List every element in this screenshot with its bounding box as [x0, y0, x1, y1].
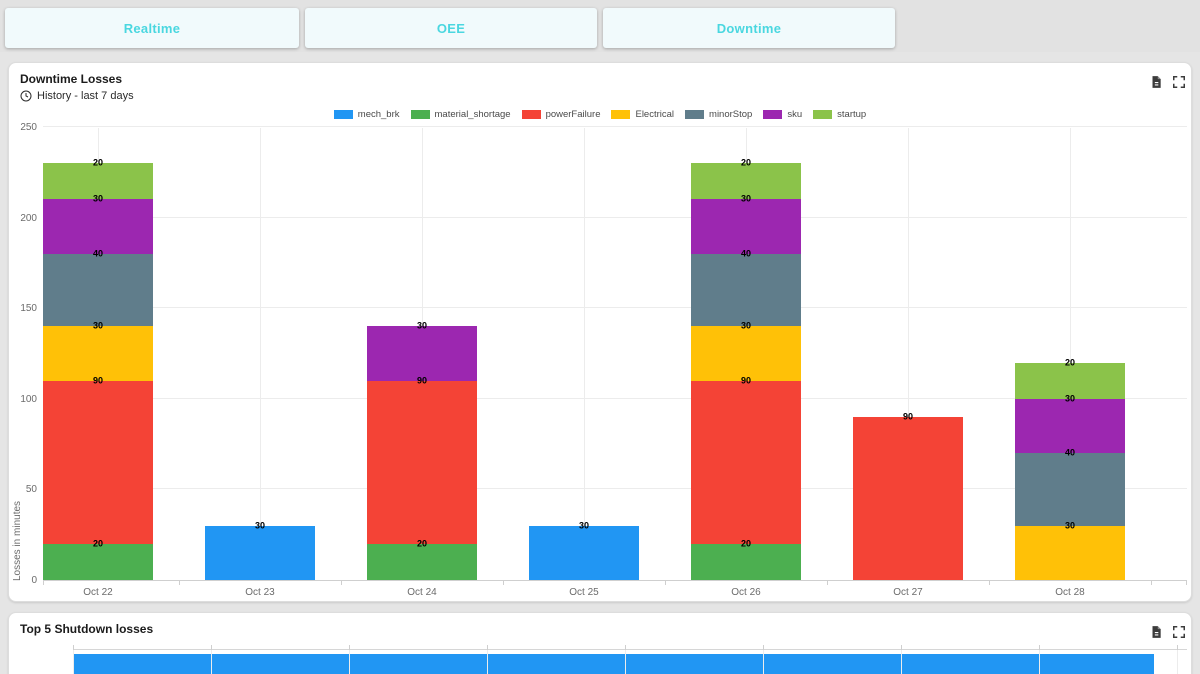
bar-value-label: 30 — [92, 193, 104, 204]
legend-swatch — [611, 110, 631, 119]
y-axis-tick: 0 — [31, 575, 37, 586]
bar-segment-sku[interactable] — [43, 199, 153, 254]
downtime-losses-card: Downtime Losses History - last 7 days me… — [8, 62, 1192, 602]
legend-item-material_shortage[interactable]: material_shortage — [410, 109, 511, 120]
bar-segment-powerFailure[interactable] — [853, 416, 963, 580]
bar-value-label: 20 — [92, 157, 104, 168]
bar-segment-mech_brk[interactable] — [529, 525, 639, 580]
bar-segment-sku[interactable] — [691, 199, 801, 254]
bar-value-label: 20 — [1064, 357, 1076, 368]
legend-swatch — [410, 110, 430, 119]
legend-label: mech_brk — [357, 109, 400, 120]
x-axis-label: Oct 23 — [245, 587, 275, 598]
bar-value-label: 20 — [740, 157, 752, 168]
export-report-icon[interactable] — [1149, 75, 1163, 89]
bar-segment-Electrical[interactable] — [691, 326, 801, 381]
bar-value-label: 40 — [740, 248, 752, 259]
bar-segment-material_shortage[interactable] — [43, 543, 153, 580]
history-subtitle: History - last 7 days — [37, 90, 134, 102]
x-axis-label: Oct 25 — [569, 587, 599, 598]
bar-value-label: 90 — [902, 411, 914, 422]
bar-value-label: 30 — [254, 520, 266, 531]
x-axis-label: Oct 22 — [83, 587, 113, 598]
downtime-y-axis: 0 50 100 150 200 250 — [9, 123, 37, 586]
card-title: Top 5 Shutdown losses — [20, 622, 154, 636]
export-report-icon[interactable] — [1149, 625, 1163, 639]
shutdown-losses-card: Top 5 Shutdown losses — [8, 612, 1192, 674]
shutdown-plot — [73, 645, 1187, 674]
fullscreen-icon[interactable] — [1172, 625, 1186, 639]
legend-item-Electrical[interactable]: Electrical — [611, 109, 674, 120]
top-tab-bar: Realtime OEE Downtime — [0, 0, 1200, 52]
legend-item-powerFailure[interactable]: powerFailure — [521, 109, 601, 120]
bar-segment-mech_brk[interactable] — [205, 525, 315, 580]
bar-segment-startup[interactable] — [43, 163, 153, 200]
legend-swatch — [763, 110, 783, 119]
legend-label: sku — [787, 109, 803, 120]
y-axis-tick: 100 — [20, 393, 37, 405]
bar-value-label: 90 — [740, 375, 752, 386]
bar-value-label: 40 — [92, 248, 104, 259]
y-axis-tick: 200 — [20, 212, 37, 224]
bar-segment-minorStop[interactable] — [691, 253, 801, 327]
bar-segment-sku[interactable] — [367, 326, 477, 381]
legend-label: minorStop — [709, 109, 753, 120]
downtime-x-axis: Oct 22 Oct 23 Oct 24 Oct 25 Oct 26 Oct 27 Oct … — [43, 587, 1187, 601]
legend-item-minorStop[interactable]: minorStop — [685, 109, 752, 120]
x-axis-label: Oct 24 — [407, 587, 437, 598]
card-title: Downtime Losses — [20, 72, 123, 86]
legend-label: Electrical — [635, 109, 675, 120]
legend-label: powerFailure — [545, 109, 601, 120]
y-axis-tick: 250 — [20, 122, 37, 133]
bar-segment-minorStop[interactable] — [43, 253, 153, 327]
bar-segment-minorStop[interactable] — [1015, 453, 1125, 526]
tab-realtime[interactable]: Realtime — [5, 8, 299, 48]
y-axis-tick: 150 — [20, 303, 37, 315]
fullscreen-icon[interactable] — [1172, 75, 1186, 89]
bar-segment-Electrical[interactable] — [43, 326, 153, 381]
bar-segment-powerFailure[interactable] — [691, 380, 801, 544]
legend-label: startup — [837, 109, 867, 120]
bar-value-label: 30 — [92, 320, 104, 331]
bar-value-label: 20 — [740, 538, 752, 549]
tab-oee[interactable]: OEE — [305, 8, 597, 48]
bar-value-label: 30 — [416, 320, 428, 331]
chart-legend: mech_brk material_shortage powerFailure Ele… — [9, 109, 1191, 120]
bar-value-label: 20 — [92, 538, 104, 549]
legend-label: material_shortage — [434, 109, 511, 120]
y-axis-tick: 50 — [25, 484, 37, 496]
x-axis-label: Oct 26 — [731, 587, 761, 598]
bar-value-label: 90 — [416, 375, 428, 386]
bar-value-label: 40 — [1064, 447, 1076, 458]
shutdown-bar[interactable] — [73, 654, 1154, 674]
bar-segment-powerFailure[interactable] — [367, 380, 477, 544]
bar-value-label: 90 — [92, 375, 104, 386]
legend-swatch — [521, 110, 541, 119]
x-axis-label: Oct 27 — [893, 587, 923, 598]
bar-value-label: 30 — [578, 520, 590, 531]
bar-segment-sku[interactable] — [1015, 398, 1125, 454]
bar-segment-material_shortage[interactable] — [367, 543, 477, 580]
downtime-plot: 20 90 30 40 30 20 30 20 90 30 30 20 90 30 40 30 20 90 30 40… — [43, 126, 1187, 585]
bar-segment-Electrical[interactable] — [1015, 525, 1125, 580]
x-axis-label: Oct 28 — [1055, 587, 1085, 598]
bar-value-label: 30 — [740, 193, 752, 204]
clock-icon — [20, 90, 32, 102]
bar-value-label: 30 — [1064, 520, 1076, 531]
bar-segment-startup[interactable] — [691, 163, 801, 200]
legend-swatch — [333, 110, 353, 119]
bar-value-label: 30 — [740, 320, 752, 331]
bar-segment-powerFailure[interactable] — [43, 380, 153, 544]
legend-swatch — [813, 110, 833, 119]
bar-value-label: 20 — [416, 538, 428, 549]
bar-value-label: 30 — [1064, 393, 1076, 404]
legend-item-startup[interactable]: startup — [813, 109, 866, 120]
legend-item-sku[interactable]: sku — [763, 109, 802, 120]
legend-item-mech_brk[interactable]: mech_brk — [333, 109, 400, 120]
bar-segment-startup[interactable] — [1015, 362, 1125, 399]
legend-swatch — [685, 110, 705, 119]
tab-downtime[interactable]: Downtime — [603, 8, 895, 48]
bar-segment-material_shortage[interactable] — [691, 543, 801, 580]
